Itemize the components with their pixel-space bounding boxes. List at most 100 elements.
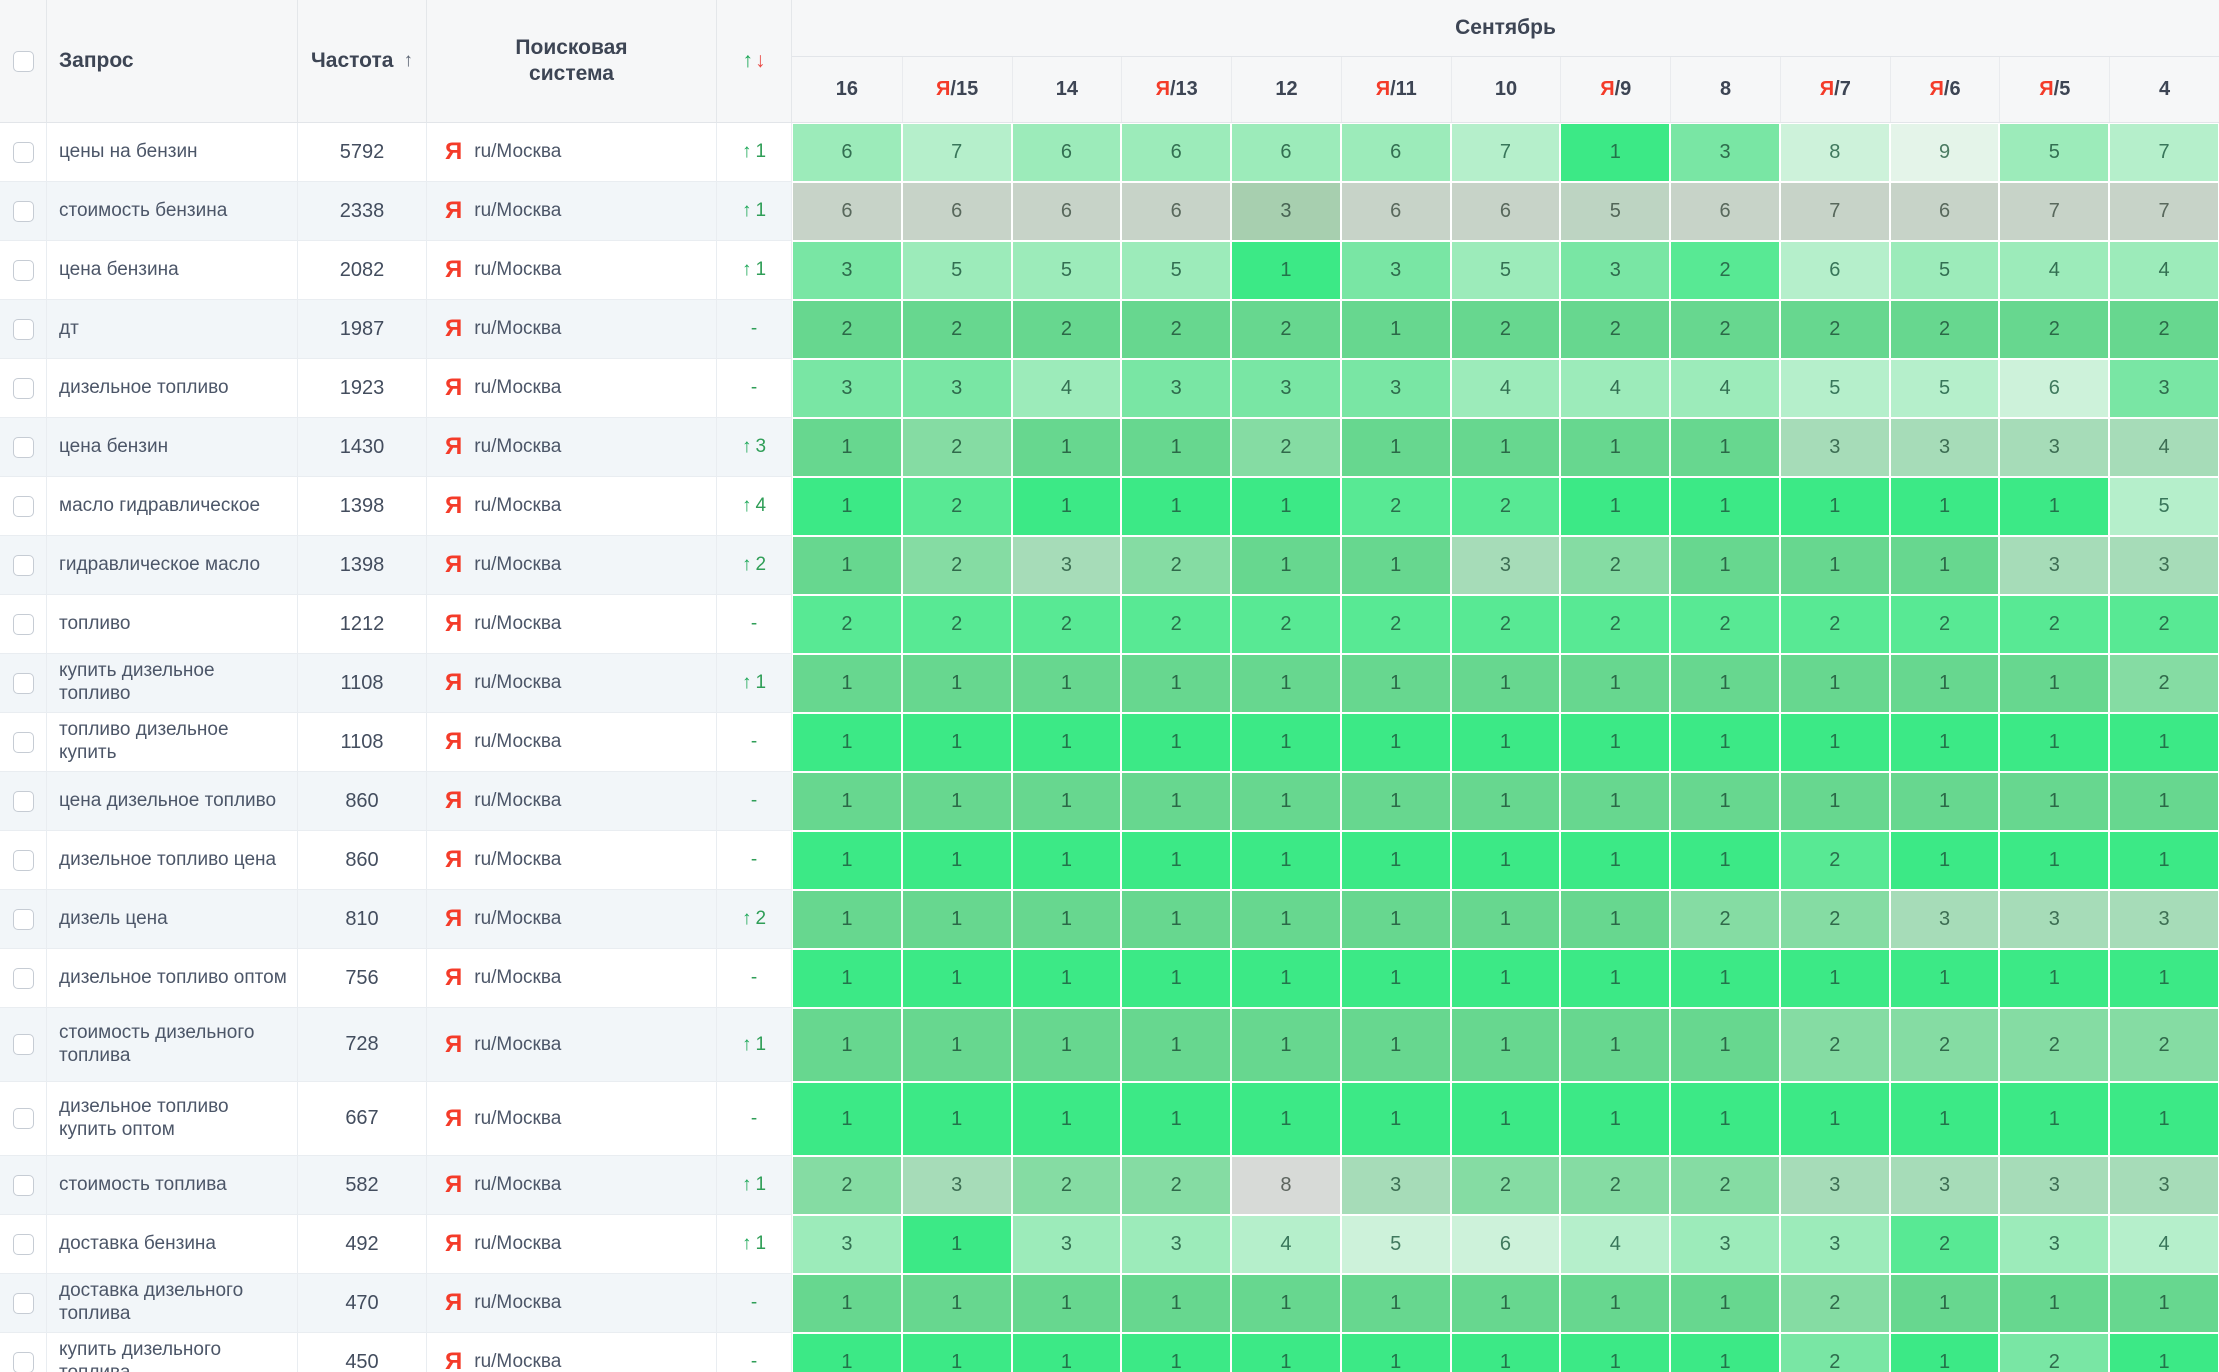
position-cell[interactable]: 1 — [1231, 654, 1341, 713]
position-cell[interactable]: 2 — [1999, 595, 2110, 654]
position-cell[interactable]: 1 — [1999, 949, 2110, 1008]
position-cell[interactable]: 1 — [901, 654, 1012, 713]
position-cell[interactable]: 3 — [1121, 1215, 1232, 1274]
position-cell[interactable]: 1 — [1231, 536, 1341, 595]
row-checkbox[interactable] — [12, 318, 34, 340]
position-cell[interactable]: 1 — [901, 890, 1012, 949]
position-cell[interactable]: 1 — [1560, 477, 1671, 536]
date-column-header[interactable]: Я/13 — [1121, 57, 1231, 122]
position-cell[interactable]: 2 — [1779, 1274, 1890, 1333]
query-cell[interactable]: купить дизельное топливо — [47, 654, 298, 713]
position-cell[interactable]: 1 — [1231, 1082, 1341, 1156]
position-cell[interactable]: 1 — [1231, 477, 1341, 536]
date-column-header[interactable]: Я/9 — [1560, 57, 1670, 122]
position-cell[interactable]: 1 — [1011, 1274, 1122, 1333]
position-cell[interactable]: 1 — [1670, 772, 1780, 831]
position-cell[interactable]: 2 — [901, 418, 1012, 477]
position-cell[interactable]: 1 — [1011, 1008, 1122, 1082]
position-cell[interactable]: 2 — [1560, 1156, 1671, 1215]
position-cell[interactable]: 1 — [792, 477, 902, 536]
date-column-header[interactable]: 8 — [1670, 57, 1780, 122]
position-cell[interactable]: 2 — [1999, 300, 2110, 359]
query-cell[interactable]: топливо — [47, 595, 298, 654]
position-cell[interactable]: 6 — [1450, 1215, 1561, 1274]
position-cell[interactable]: 1 — [1670, 536, 1780, 595]
position-cell[interactable]: 3 — [1779, 1215, 1890, 1274]
query-cell[interactable]: купить дизельного топлива — [47, 1333, 298, 1372]
position-cell[interactable]: 3 — [2109, 1156, 2219, 1215]
position-cell[interactable]: 5 — [1450, 241, 1561, 300]
position-cell[interactable]: 2 — [1779, 595, 1890, 654]
position-cell[interactable]: 3 — [1999, 1215, 2110, 1274]
position-cell[interactable]: 2 — [1560, 300, 1671, 359]
position-cell[interactable]: 1 — [2109, 713, 2219, 772]
position-cell[interactable]: 7 — [2109, 182, 2219, 241]
position-cell[interactable]: 1 — [792, 418, 902, 477]
position-cell[interactable]: 2 — [1121, 1156, 1232, 1215]
position-cell[interactable]: 6 — [1340, 123, 1451, 182]
position-cell[interactable]: 1 — [792, 1333, 902, 1372]
position-cell[interactable]: 7 — [1450, 123, 1561, 182]
position-cell[interactable]: 1 — [1340, 890, 1451, 949]
position-cell[interactable]: 1 — [1450, 890, 1561, 949]
position-cell[interactable]: 1 — [1011, 1082, 1122, 1156]
position-cell[interactable]: 1 — [1231, 241, 1341, 300]
position-cell[interactable]: 1 — [1450, 1082, 1561, 1156]
query-cell[interactable]: цены на бензин — [47, 123, 298, 182]
position-cell[interactable]: 5 — [1340, 1215, 1451, 1274]
row-checkbox[interactable] — [12, 377, 34, 399]
row-checkbox[interactable] — [12, 1292, 34, 1314]
position-cell[interactable]: 3 — [792, 241, 902, 300]
position-cell[interactable]: 1 — [1889, 831, 2000, 890]
query-cell[interactable]: дт — [47, 300, 298, 359]
position-cell[interactable]: 1 — [901, 1082, 1012, 1156]
position-cell[interactable]: 1 — [1340, 1082, 1451, 1156]
position-cell[interactable]: 5 — [1560, 182, 1671, 241]
position-cell[interactable]: 1 — [1889, 772, 2000, 831]
position-cell[interactable]: 1 — [1889, 536, 2000, 595]
position-cell[interactable]: 2 — [901, 536, 1012, 595]
position-cell[interactable]: 1 — [1560, 713, 1671, 772]
position-cell[interactable]: 2 — [1670, 1156, 1780, 1215]
position-cell[interactable]: 4 — [1231, 1215, 1341, 1274]
position-cell[interactable]: 6 — [1011, 182, 1122, 241]
position-cell[interactable]: 1 — [901, 1008, 1012, 1082]
position-cell[interactable]: 2 — [1999, 1333, 2110, 1372]
row-checkbox[interactable] — [12, 1034, 34, 1055]
position-cell[interactable]: 2 — [1779, 1008, 1890, 1082]
position-cell[interactable]: 3 — [1011, 1215, 1122, 1274]
position-cell[interactable]: 1 — [1670, 418, 1780, 477]
position-cell[interactable]: 1 — [1450, 1274, 1561, 1333]
position-cell[interactable]: 6 — [1450, 182, 1561, 241]
row-checkbox[interactable] — [12, 554, 34, 576]
position-cell[interactable]: 1 — [1999, 772, 2110, 831]
position-cell[interactable]: 1 — [792, 1082, 902, 1156]
position-cell[interactable]: 2 — [2109, 595, 2219, 654]
position-cell[interactable]: 1 — [1450, 831, 1561, 890]
position-cell[interactable]: 1 — [1231, 1274, 1341, 1333]
position-cell[interactable]: 4 — [1999, 241, 2110, 300]
position-cell[interactable]: 4 — [2109, 1215, 2219, 1274]
position-cell[interactable]: 1 — [1670, 654, 1780, 713]
position-cell[interactable]: 1 — [792, 831, 902, 890]
position-cell[interactable]: 6 — [1779, 241, 1890, 300]
position-cell[interactable]: 1 — [1560, 1082, 1671, 1156]
query-cell[interactable]: цена бензин — [47, 418, 298, 477]
position-cell[interactable]: 8 — [1779, 123, 1890, 182]
position-cell[interactable]: 2 — [792, 300, 902, 359]
query-cell[interactable]: топливо дизельное купить — [47, 713, 298, 772]
position-cell[interactable]: 1 — [1121, 831, 1232, 890]
position-cell[interactable]: 1 — [901, 1333, 1012, 1372]
position-cell[interactable]: 5 — [2109, 477, 2219, 536]
position-cell[interactable]: 1 — [1999, 1274, 2110, 1333]
position-cell[interactable]: 1 — [1560, 772, 1671, 831]
select-all-checkbox[interactable] — [12, 50, 34, 72]
position-cell[interactable]: 3 — [1011, 536, 1122, 595]
position-cell[interactable]: 1 — [2109, 1274, 2219, 1333]
position-cell[interactable]: 1 — [2109, 1333, 2219, 1372]
query-cell[interactable]: цена дизельное топливо — [47, 772, 298, 831]
position-cell[interactable]: 1 — [792, 713, 902, 772]
position-cell[interactable]: 2 — [1121, 595, 1232, 654]
position-cell[interactable]: 1 — [1121, 1333, 1232, 1372]
position-cell[interactable]: 1 — [1340, 1008, 1451, 1082]
